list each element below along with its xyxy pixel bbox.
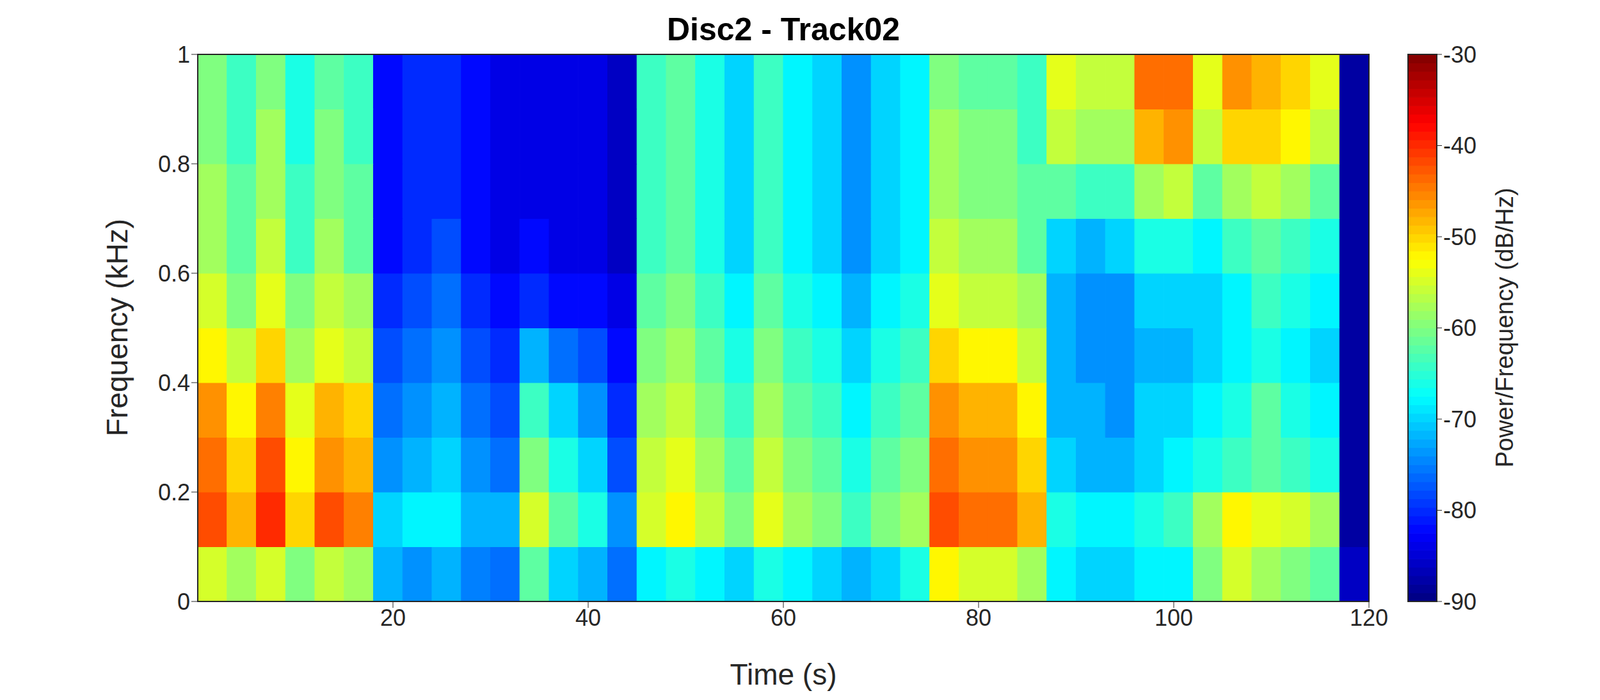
html-text:Frequency (kHz): Frequency (kHz) bbox=[100, 218, 134, 437]
svg-text:-50: -50 bbox=[1443, 224, 1477, 251]
svg-text:40: 40 bbox=[575, 604, 601, 632]
svg-text:-60: -60 bbox=[1443, 314, 1477, 342]
html-text:Disc2 - Track02: Disc2 - Track02 bbox=[666, 11, 900, 48]
svg-text:-30: -30 bbox=[1443, 41, 1477, 68]
svg-text:0.4: 0.4 bbox=[158, 369, 191, 397]
html-text:Power/Frequency (dB/Hz): Power/Frequency (dB/Hz) bbox=[1491, 187, 1519, 468]
html-text:Time (s): Time (s) bbox=[729, 657, 837, 692]
svg-text:120: 120 bbox=[1349, 604, 1389, 632]
svg-text:0.6: 0.6 bbox=[158, 260, 191, 287]
svg-text:0.8: 0.8 bbox=[158, 151, 191, 178]
svg-text:0.2: 0.2 bbox=[158, 479, 191, 506]
svg-text:100: 100 bbox=[1154, 604, 1193, 632]
svg-text:1: 1 bbox=[177, 41, 191, 68]
svg-text:0: 0 bbox=[177, 588, 191, 616]
svg-text:80: 80 bbox=[965, 604, 992, 632]
svg-text:-80: -80 bbox=[1443, 497, 1477, 524]
svg-text:-90: -90 bbox=[1443, 588, 1477, 616]
svg-text:-70: -70 bbox=[1443, 406, 1477, 433]
svg-text:20: 20 bbox=[380, 604, 406, 632]
svg-text:60: 60 bbox=[770, 604, 797, 632]
svg-text:-40: -40 bbox=[1443, 132, 1477, 159]
